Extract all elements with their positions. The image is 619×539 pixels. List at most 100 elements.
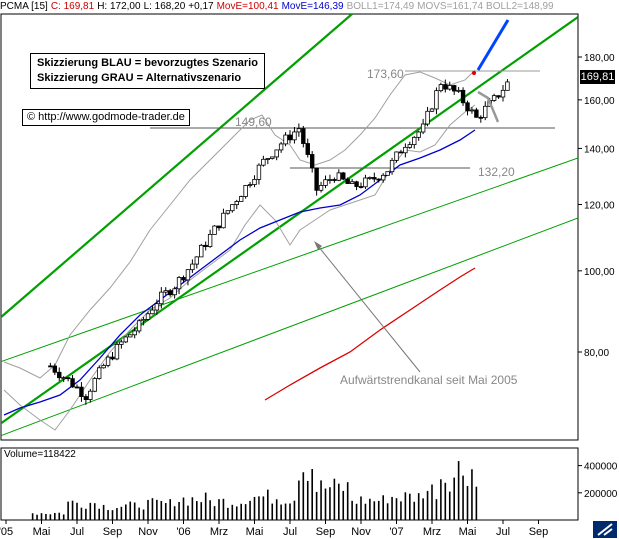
candle-body xyxy=(252,178,257,186)
candle-body xyxy=(145,313,151,320)
candle-body xyxy=(505,81,510,91)
candle-body xyxy=(358,186,364,188)
candle-body xyxy=(483,105,488,119)
candle-body xyxy=(154,303,160,311)
candle-body xyxy=(172,288,177,296)
candle-body xyxy=(52,365,58,373)
x-tick-label: Sep xyxy=(103,526,123,538)
candle-body xyxy=(79,386,84,397)
candle-body xyxy=(349,181,355,184)
candle-body xyxy=(309,154,315,169)
candle-body xyxy=(199,244,204,258)
candle-body xyxy=(451,85,457,92)
chart-header: PCMA [15] C: 169,81 H: 172,00 L: 168,20 +0,1… xyxy=(0,0,557,13)
candle-body xyxy=(247,184,253,187)
scenario-blue-line xyxy=(476,19,510,71)
candle-body xyxy=(105,356,111,366)
candle-body xyxy=(478,116,484,119)
x-tick-label: '07 xyxy=(389,526,403,538)
candle-body xyxy=(57,371,62,379)
candle-body xyxy=(185,269,191,281)
support-line-1 xyxy=(1,157,578,363)
candle-body xyxy=(132,330,137,336)
x-tick-label: Mrz xyxy=(423,526,441,538)
candle-body xyxy=(243,185,248,197)
source-url: © http://www.godmode-trader.de xyxy=(22,109,190,126)
candle-body xyxy=(412,136,417,146)
candle-body xyxy=(225,210,231,214)
trend-arrow-head xyxy=(314,241,322,250)
candle-body xyxy=(278,143,284,151)
last-marker xyxy=(472,71,476,75)
y-tick-label: 120,00 xyxy=(584,201,615,212)
candle-body xyxy=(420,123,426,133)
candle-body xyxy=(305,143,310,155)
candle-body xyxy=(363,177,368,188)
candle-body xyxy=(128,334,133,338)
channel-upper-line xyxy=(1,14,353,319)
header-ma1: MovE=100,41 xyxy=(216,1,279,12)
scenario-grey-line xyxy=(477,90,500,123)
scenario-legend: Skizzierung BLAU = bevorzugtes Szenario … xyxy=(30,53,265,89)
x-tick-label: Nov xyxy=(351,526,371,538)
candle-body xyxy=(265,158,271,160)
candle-body xyxy=(238,196,244,202)
candle-body xyxy=(385,171,390,176)
annotation-173: 173,60 xyxy=(367,67,404,81)
candle-body xyxy=(429,108,435,112)
candle-body xyxy=(234,201,239,206)
candle-body xyxy=(323,179,328,186)
candle-body xyxy=(61,377,66,380)
header-low: L: 168,20 xyxy=(143,1,186,12)
x-tick-label: Mai xyxy=(246,526,264,538)
candle-body xyxy=(341,172,346,180)
candle-body xyxy=(48,365,53,368)
candle-body xyxy=(460,89,466,104)
candle-body xyxy=(274,149,279,158)
candle-body xyxy=(469,109,475,112)
candle-body xyxy=(207,234,213,248)
candle-body xyxy=(416,131,421,138)
candle-body xyxy=(283,134,288,145)
legend-line-grey: Skizzierung GRAU = Alternativszenario xyxy=(37,72,242,84)
candle-body xyxy=(403,146,408,154)
candle-body xyxy=(70,378,75,388)
volume-y-ticks: 400000 200000 xyxy=(578,462,618,500)
candle-body xyxy=(318,185,324,191)
candle-body xyxy=(434,90,439,110)
candle-body xyxy=(491,95,497,101)
x-ticks: '05 Mai Jul Sep Nov '06 Mrz Mai Jul Sep Nov '07 Mrz M… xyxy=(0,520,548,538)
candle-body xyxy=(332,179,337,181)
annotation-149: 149,60 xyxy=(235,115,272,129)
volume-label: Volume=118422 xyxy=(4,449,76,460)
candle-body xyxy=(256,164,262,180)
candle-body xyxy=(190,263,195,271)
candle-body xyxy=(176,277,182,290)
candle-body xyxy=(398,151,404,154)
candle-body xyxy=(216,225,222,229)
x-tick-label: Mai xyxy=(459,526,477,538)
x-tick-label: Jul xyxy=(70,526,84,538)
volume-tick-label: 200000 xyxy=(584,489,618,500)
header-ma2: MovE=146,39 xyxy=(281,1,344,12)
y-tick-label: 100,00 xyxy=(584,267,615,278)
candle-body xyxy=(74,386,80,389)
ma-fast-line xyxy=(3,129,476,416)
candle-body xyxy=(438,84,444,92)
candle-body xyxy=(88,390,93,400)
candle-body xyxy=(119,341,124,345)
candle-body xyxy=(354,181,359,187)
candle-body xyxy=(110,356,115,360)
candle-body xyxy=(314,167,319,191)
volume-bars-group xyxy=(31,461,478,520)
x-tick-label: Mai xyxy=(33,526,51,538)
candle-body xyxy=(181,277,186,281)
candle-body xyxy=(159,291,164,305)
x-tick-label: '05 xyxy=(0,526,13,538)
corner-logo-mark xyxy=(597,523,613,536)
candle-body xyxy=(261,158,266,166)
bollinger-upper xyxy=(3,69,476,379)
candle-body xyxy=(212,225,217,235)
candle-body xyxy=(287,134,293,141)
